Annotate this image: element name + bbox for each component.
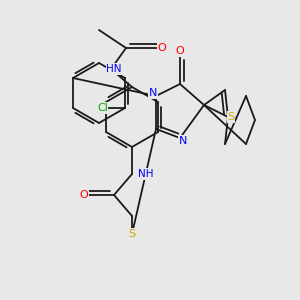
Text: N: N [179, 136, 187, 146]
Text: O: O [158, 43, 166, 53]
Text: S: S [227, 112, 235, 122]
Text: HN: HN [106, 64, 122, 74]
Text: NH: NH [138, 169, 154, 179]
Text: Cl: Cl [97, 103, 108, 113]
Text: N: N [149, 88, 157, 98]
Text: O: O [176, 46, 184, 56]
Text: O: O [80, 190, 88, 200]
Text: S: S [128, 229, 136, 239]
